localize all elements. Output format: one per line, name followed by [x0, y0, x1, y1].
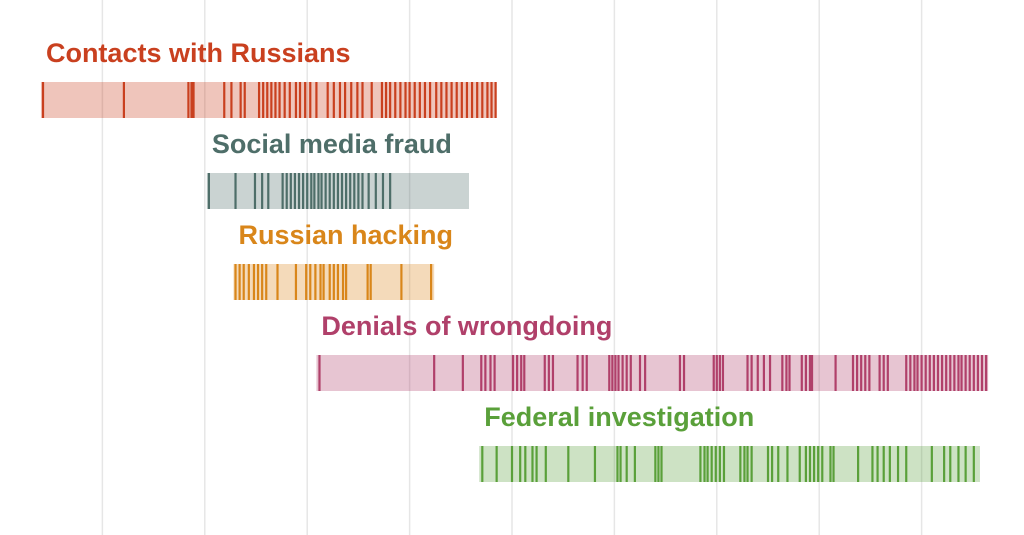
series-label: Federal investigation [484, 402, 754, 432]
series-label: Denials of wrongdoing [321, 311, 612, 341]
series-label: Social media fraud [212, 129, 452, 159]
series-label: Contacts with Russians [46, 38, 351, 68]
series-label: Russian hacking [238, 220, 453, 250]
timeline-band [316, 355, 989, 391]
timeline-band [479, 446, 980, 482]
timeline-band [40, 82, 497, 118]
